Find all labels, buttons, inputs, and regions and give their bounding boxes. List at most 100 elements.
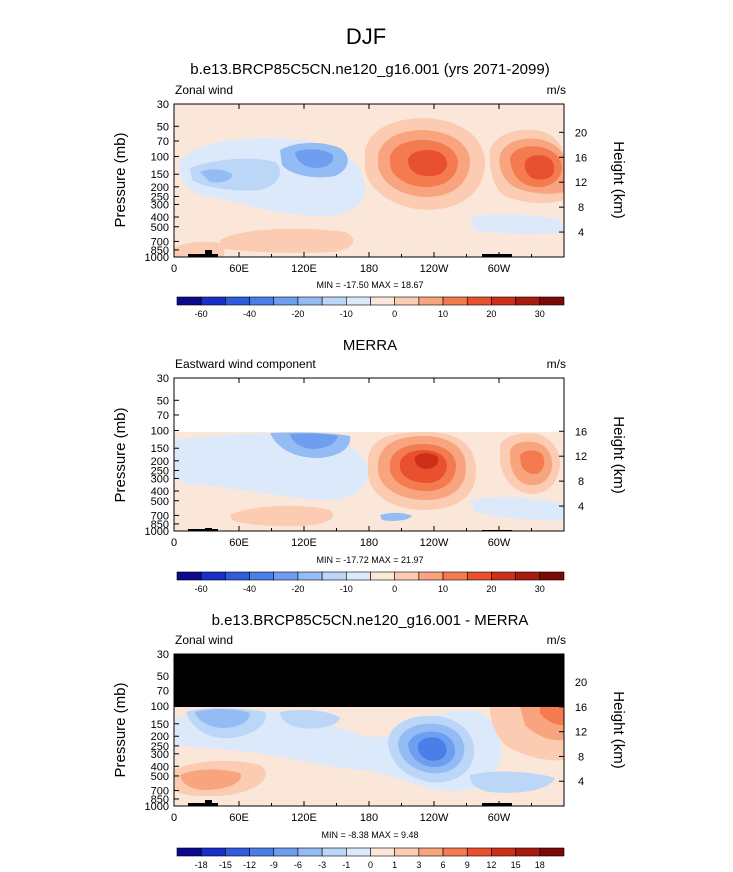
colorbar-box bbox=[491, 571, 516, 581]
y-tick-label: 50 bbox=[157, 121, 169, 133]
colorbar-box bbox=[273, 847, 299, 857]
panel-3: b.e13.BRCP85C5CN.ne120_g16.001 - MERRA Z… bbox=[112, 612, 627, 870]
colorbar-box bbox=[346, 296, 371, 306]
colorbar-label: 0 bbox=[392, 309, 397, 319]
colorbar-box bbox=[515, 847, 541, 857]
colorbar-label: -9 bbox=[270, 860, 278, 870]
panel-1: b.e13.BRCP85C5CN.ne120_g16.001 (yrs 2071… bbox=[112, 61, 627, 319]
panel-2-units: m/s bbox=[547, 357, 566, 371]
y-tick-label: 700 bbox=[151, 236, 169, 248]
y-tick-label: 250 bbox=[151, 741, 169, 753]
jet-core-max bbox=[408, 150, 448, 177]
y-tick-label: 100 bbox=[151, 701, 169, 713]
colorbar-box bbox=[418, 571, 444, 581]
x-tick-label: 60W bbox=[488, 812, 511, 824]
colorbar-box bbox=[200, 571, 226, 581]
colorbar-label: 12 bbox=[486, 860, 496, 870]
panel-2: MERRA Eastward wind component m/s 0 60E 12… bbox=[112, 337, 627, 594]
y-tick-label: 700 bbox=[151, 786, 169, 798]
colorbar-box bbox=[273, 296, 299, 306]
lower-westerly-region bbox=[174, 241, 225, 257]
panel-3-ylabel: Pressure (mb) bbox=[112, 682, 129, 777]
panel-2-title: MERRA bbox=[343, 337, 397, 354]
panel-1-y2label: Height (km) bbox=[610, 141, 627, 219]
y-tick-label: 70 bbox=[157, 686, 169, 698]
negative-wind-region bbox=[470, 497, 564, 521]
colorbar-label: 1 bbox=[392, 860, 397, 870]
y-tick-label: 50 bbox=[157, 395, 169, 407]
colorbar-box bbox=[442, 847, 468, 857]
topography-mask bbox=[482, 803, 512, 806]
colorbar-box bbox=[466, 571, 492, 581]
x-tick-label: 120E bbox=[291, 263, 317, 275]
panel-3-stats: MIN = -8.38 MAX = 9.48 bbox=[321, 830, 418, 840]
colorbar-label: 18 bbox=[535, 860, 545, 870]
panel-1-units: m/s bbox=[547, 83, 566, 97]
colorbar-box bbox=[491, 296, 516, 306]
colorbar-label: -60 bbox=[195, 309, 208, 319]
panel-1-axes: 0 60E 120E 180 120W 60W3050701001502002503004… bbox=[145, 99, 588, 275]
y-tick-label: 400 bbox=[151, 212, 169, 224]
height-tick-label: 8 bbox=[578, 751, 584, 763]
colorbar-box bbox=[442, 571, 468, 581]
topography-mask bbox=[188, 528, 218, 531]
y-tick-label: 50 bbox=[157, 671, 169, 683]
y-tick-label: 1000 bbox=[145, 801, 169, 813]
x-tick-label: 120W bbox=[420, 537, 449, 549]
negative-wind-region bbox=[190, 158, 280, 191]
colorbar-box bbox=[225, 296, 250, 306]
y-tick-label: 500 bbox=[151, 496, 169, 508]
y-tick-label: 30 bbox=[157, 99, 169, 111]
colorbar-label: -12 bbox=[243, 860, 256, 870]
colorbar-label: 30 bbox=[535, 309, 545, 319]
x-tick-label: 0 bbox=[171, 812, 177, 824]
y-tick-label: 100 bbox=[151, 152, 169, 164]
colorbar-box bbox=[225, 571, 250, 581]
colorbar-label: 20 bbox=[486, 584, 496, 594]
y-tick-label: 30 bbox=[157, 649, 169, 661]
x-tick-label: 0 bbox=[171, 263, 177, 275]
colorbar-label: -18 bbox=[195, 860, 208, 870]
negative-diff-region bbox=[195, 709, 250, 728]
panel-1-variable: Zonal wind bbox=[175, 83, 233, 97]
y-tick-label: 400 bbox=[151, 761, 169, 773]
topography-mask bbox=[188, 800, 218, 806]
colorbar-box bbox=[297, 296, 323, 306]
colorbar-box bbox=[442, 296, 468, 306]
panel-2-ylabel: Pressure (mb) bbox=[112, 407, 129, 502]
panel-3-colorbar: -18 -15 -12 -9 -6 -3 -1 0 1 3 6 9 12 15 18 bbox=[176, 847, 565, 870]
y-tick-label: 300 bbox=[151, 199, 169, 211]
x-tick-label: 120W bbox=[420, 263, 449, 275]
y-tick-label: 100 bbox=[151, 426, 169, 438]
colorbar-label: -60 bbox=[195, 584, 208, 594]
panel-1-title: b.e13.BRCP85C5CN.ne120_g16.001 (yrs 2071… bbox=[190, 61, 549, 78]
y-tick-label: 200 bbox=[151, 731, 169, 743]
colorbar-label: 0 bbox=[368, 860, 373, 870]
colorbar-label: 9 bbox=[465, 860, 470, 870]
colorbar-label: 3 bbox=[416, 860, 421, 870]
height-tick-label: 12 bbox=[575, 451, 587, 463]
height-tick-label: 12 bbox=[575, 177, 587, 189]
negative-wind-region bbox=[470, 214, 564, 235]
panel-3-y2label: Height (km) bbox=[610, 691, 627, 769]
no-data-region bbox=[174, 378, 564, 432]
colorbar-box bbox=[466, 847, 492, 857]
height-tick-label: 12 bbox=[575, 727, 587, 739]
negative-wind-core bbox=[295, 149, 334, 168]
colorbar-box bbox=[321, 296, 347, 306]
negative-diff-region bbox=[470, 771, 555, 793]
y-tick-label: 200 bbox=[151, 182, 169, 194]
height-tick-label: 4 bbox=[578, 776, 584, 788]
x-tick-label: 60E bbox=[229, 812, 249, 824]
colorbar-box bbox=[394, 571, 420, 581]
x-tick-label: 120W bbox=[420, 812, 449, 824]
colorbar-box bbox=[321, 571, 347, 581]
x-tick-label: 120E bbox=[291, 812, 317, 824]
colorbar-label: -20 bbox=[291, 584, 304, 594]
y-tick-label: 250 bbox=[151, 192, 169, 204]
y-tick-label: 500 bbox=[151, 771, 169, 783]
colorbar-label: 15 bbox=[511, 860, 521, 870]
x-tick-label: 180 bbox=[360, 537, 378, 549]
panel-1-ylabel: Pressure (mb) bbox=[112, 132, 129, 227]
colorbar-box bbox=[321, 847, 347, 857]
